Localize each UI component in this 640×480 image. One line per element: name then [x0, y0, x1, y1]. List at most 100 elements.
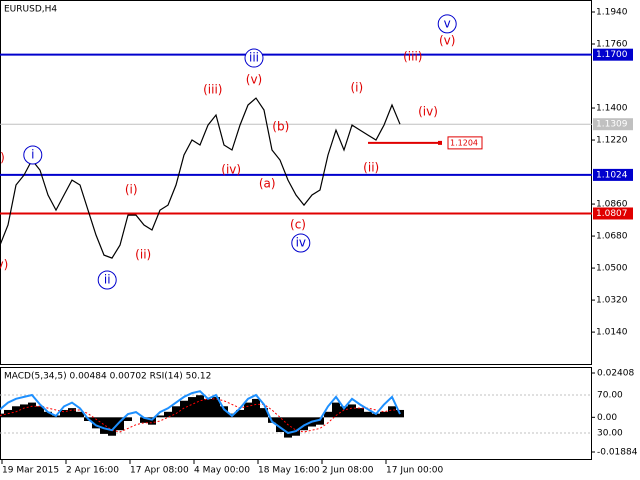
- macd-bar: [44, 411, 52, 418]
- wave-label: v: [444, 16, 451, 30]
- macd-bar: [276, 417, 284, 433]
- indicator-frame: [0, 367, 592, 460]
- macd-bar: [372, 413, 380, 418]
- level-label-box: [593, 48, 633, 61]
- y-tick-label: 1.1940: [596, 8, 628, 18]
- y-tick-label: 0.00: [597, 413, 617, 423]
- target-end: [438, 140, 442, 145]
- wave-label: (a): [259, 176, 276, 190]
- macd-bar: [212, 397, 220, 418]
- macd-bar: [108, 417, 116, 436]
- wave-label: (i): [350, 80, 363, 94]
- x-tick-label: 19 Mar 2015: [2, 466, 59, 476]
- macd-bar: [332, 402, 340, 418]
- wave-label: ii: [104, 272, 111, 286]
- y-tick-label: 1.0500: [596, 264, 628, 274]
- y-tick-label: -0.01884: [597, 448, 638, 458]
- macd-bar: [252, 398, 260, 418]
- macd-bar: [356, 408, 364, 418]
- y-tick-label: 1.0680: [596, 232, 628, 242]
- macd-bar: [220, 406, 228, 418]
- level-label-box: [593, 207, 633, 220]
- level-label-box: [593, 118, 633, 131]
- macd-bar: [60, 409, 68, 418]
- wave-label: (iv): [418, 104, 438, 118]
- macd-bar: [204, 398, 212, 418]
- wave-label: (ii): [363, 160, 379, 174]
- level-label: 1.1700: [596, 50, 628, 60]
- wave-label: i): [0, 151, 5, 165]
- macd-bar: [140, 417, 148, 423]
- wave-label: (iii): [403, 49, 422, 63]
- macd-bar: [68, 408, 76, 418]
- macd-bar: [116, 417, 124, 431]
- y2-tick-label: 70.00: [597, 391, 623, 401]
- wave-label: (iii): [203, 83, 222, 97]
- price-line: [0, 97, 401, 259]
- macd-bar: [388, 406, 396, 418]
- wave-label: iii: [249, 51, 259, 65]
- wave-label: (c): [290, 218, 306, 232]
- level-label: 1.1024: [596, 170, 628, 180]
- y-tick-label: 1.1400: [596, 104, 628, 114]
- x-tick-label: 18 May 16:00: [258, 466, 320, 476]
- y-tick-label: 1.0320: [596, 296, 628, 306]
- y-tick-label: 1.1760: [596, 40, 628, 50]
- signal-line: [0, 398, 400, 433]
- macd-bar: [324, 411, 332, 418]
- x-tick-label: 2 Apr 16:00: [66, 466, 119, 476]
- macd-bar: [20, 404, 28, 418]
- wave-circle: [97, 270, 117, 290]
- macd-bar: [364, 411, 372, 418]
- macd-bar: [148, 417, 156, 425]
- target-label-box: [447, 136, 483, 150]
- chart-title: EURUSD,H4: [4, 5, 57, 15]
- macd-bar: [180, 400, 188, 418]
- wave-label: (ii): [135, 248, 151, 262]
- macd-bar: [76, 411, 84, 418]
- level-label: 1.1309: [596, 120, 628, 130]
- wave-circle: [437, 14, 457, 34]
- x-tick-label: 4 May 00:00: [194, 466, 250, 476]
- x-tick-label: 17 Jun 00:00: [386, 466, 443, 476]
- wave-label: (v): [439, 33, 455, 47]
- macd-bar: [156, 415, 164, 418]
- macd-bar: [284, 417, 292, 438]
- level-label: 1.0807: [596, 209, 628, 219]
- y-tick-label: 1.0140: [596, 328, 628, 338]
- wave-circle: [23, 145, 43, 165]
- macd-bar: [380, 411, 388, 418]
- y2-tick-label: 30.00: [597, 429, 623, 439]
- wave-circle: [244, 48, 264, 68]
- wave-label: v): [0, 258, 8, 272]
- x-tick-label: 2 Jun 08:00: [322, 466, 374, 476]
- level-label-box: [593, 168, 633, 181]
- macd-bar: [300, 417, 308, 431]
- macd-bar: [188, 397, 196, 418]
- macd-bar: [292, 417, 300, 436]
- indicator-title: MACD(5,34,5) 0.00484 0.00702 RSI(14) 50.…: [4, 372, 211, 382]
- wave-label: (b): [272, 120, 289, 134]
- wave-label: iv: [296, 236, 306, 250]
- y-tick-label: 1.0860: [596, 200, 628, 210]
- wave-label: (i): [125, 183, 138, 197]
- y-tick-label: 0.02408: [597, 369, 634, 379]
- macd-bar: [236, 409, 244, 418]
- y-tick-label: 1.1220: [596, 136, 628, 146]
- macd-bar: [92, 417, 100, 429]
- macd-bar: [172, 406, 180, 418]
- target-label: 1.1204: [450, 138, 478, 147]
- macd-bar: [244, 402, 252, 418]
- wave-label: (iv): [221, 163, 241, 177]
- macd-bar: [348, 404, 356, 418]
- rsi-line: [0, 390, 401, 435]
- macd-bar: [28, 402, 36, 418]
- wave-label: (v): [246, 72, 262, 86]
- macd-bar: [100, 417, 108, 434]
- macd-bar: [316, 417, 324, 425]
- macd-bar: [164, 411, 172, 418]
- x-tick-label: 17 Apr 08:00: [130, 466, 189, 476]
- macd-bar: [196, 395, 204, 418]
- main-frame: [0, 0, 592, 365]
